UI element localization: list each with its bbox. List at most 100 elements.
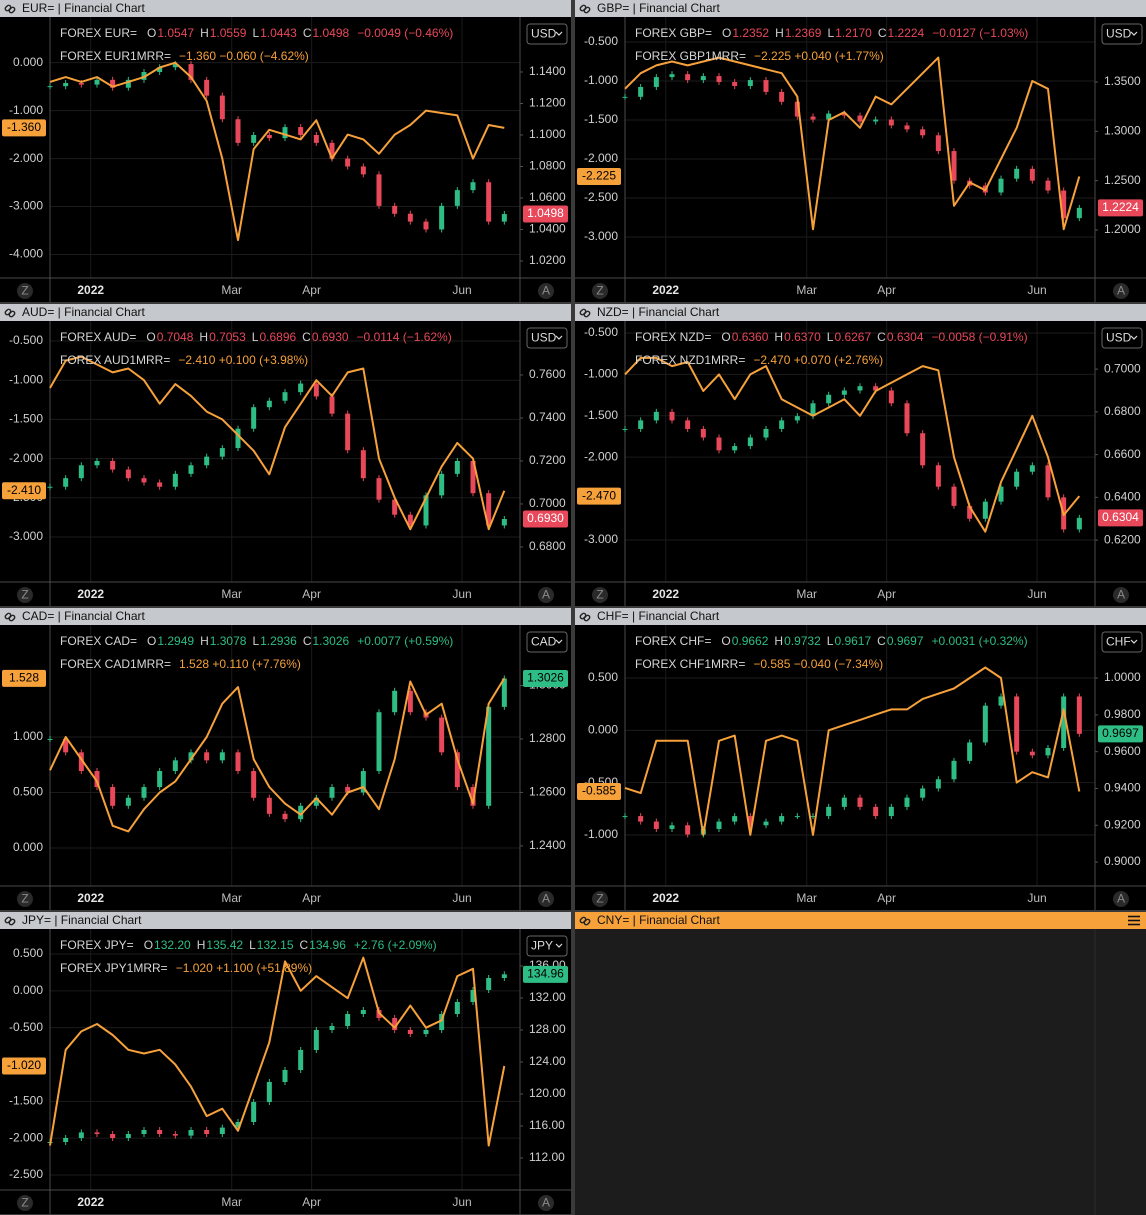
axis-button-label[interactable]: Z [596, 284, 603, 298]
axis-button-circle[interactable] [592, 587, 608, 603]
x-tick-label: Mar [796, 891, 817, 905]
currency-selector-label[interactable]: USD [531, 331, 557, 345]
axis-button-label[interactable]: A [1117, 588, 1125, 602]
currency-selector-box[interactable] [1101, 23, 1143, 45]
currency-selector-box[interactable] [526, 631, 568, 653]
candle-body [1076, 517, 1082, 530]
currency-selector-chevron[interactable] [1130, 335, 1138, 340]
axis-button-circle[interactable] [592, 283, 608, 299]
axis-button-circle[interactable] [17, 587, 33, 603]
axis-button-circle[interactable] [538, 891, 554, 907]
y2-tick-label: 128.00 [529, 1022, 566, 1036]
axis-button[interactable]: A [1113, 587, 1129, 603]
legend-line: FOREX NZD= O0.6360 H0.6370 L0.6267 C0.6304 −0… [635, 330, 1028, 344]
axis-button-label[interactable]: A [1117, 892, 1125, 906]
currency-selector-box[interactable] [526, 327, 568, 349]
axis-button-label[interactable]: Z [596, 892, 603, 906]
currency-selector[interactable]: USD [1101, 327, 1143, 349]
currency-selector-label[interactable]: JPY [531, 939, 553, 953]
axis-button-circle[interactable] [538, 1195, 554, 1211]
price-label-box [523, 965, 568, 983]
axis-button-circle[interactable] [17, 891, 33, 907]
axis-button-label[interactable]: A [542, 892, 550, 906]
currency-selector-chevron[interactable] [1130, 639, 1138, 644]
candle-body [282, 392, 288, 401]
axis-button-circle[interactable] [1113, 587, 1129, 603]
axis-button-circle[interactable] [592, 891, 608, 907]
axis-button[interactable]: Z [17, 283, 33, 299]
currency-selector[interactable]: CHF [1101, 631, 1143, 653]
axis-button-circle[interactable] [17, 1195, 33, 1211]
axis-button[interactable]: Z [592, 587, 608, 603]
currency-selector-box[interactable] [1101, 327, 1143, 349]
axis-button-label[interactable]: Z [21, 588, 28, 602]
currency-selector-chevron[interactable] [555, 31, 563, 36]
candle-body [873, 119, 879, 122]
currency-selector-box[interactable] [1101, 631, 1143, 653]
candle-body [1029, 465, 1035, 472]
currency-selector-chevron[interactable] [1130, 31, 1138, 36]
currency-selector[interactable]: USD [526, 23, 568, 45]
axis-button[interactable]: Z [592, 891, 608, 907]
y2-tick-label: 132.00 [529, 990, 566, 1004]
axis-button[interactable]: A [538, 891, 554, 907]
axis-button-label[interactable]: Z [21, 1196, 28, 1210]
y-tick-label: -1.000 [9, 372, 43, 386]
currency-selector-label[interactable]: CAD [531, 635, 557, 649]
axis-button-label[interactable]: Z [596, 588, 603, 602]
axis-button-circle[interactable] [538, 587, 554, 603]
axis-button[interactable]: Z [17, 1195, 33, 1211]
axis-button-label[interactable]: A [542, 284, 550, 298]
axis-button-label[interactable]: A [1117, 284, 1125, 298]
axis-button[interactable]: A [538, 283, 554, 299]
axis-button[interactable]: Z [17, 891, 33, 907]
axis-button[interactable]: Z [17, 587, 33, 603]
candle-body [235, 1122, 241, 1128]
candle-body [157, 67, 163, 72]
candle-body [920, 433, 926, 466]
axis-button[interactable]: Z [592, 283, 608, 299]
currency-selector-label[interactable]: CHF [1106, 635, 1131, 649]
axis-button[interactable]: A [1113, 283, 1129, 299]
candle-body [486, 182, 492, 222]
axis-button-label[interactable]: A [542, 1196, 550, 1210]
axis-button-circle[interactable] [1113, 283, 1129, 299]
currency-selector[interactable]: USD [1101, 23, 1143, 45]
axis-button[interactable]: A [538, 1195, 554, 1211]
axis-button-circle[interactable] [17, 283, 33, 299]
currency-selector-chevron[interactable] [555, 335, 563, 340]
candle-body [204, 752, 210, 761]
currency-selector-box[interactable] [526, 23, 568, 45]
rate-line [49, 355, 506, 531]
axis-button-circle[interactable] [538, 283, 554, 299]
currency-selector[interactable]: CAD [526, 631, 568, 653]
candle-body [376, 174, 382, 206]
currency-selector-label[interactable]: USD [1106, 331, 1132, 345]
axis-button[interactable]: A [538, 587, 554, 603]
link-icon-part [583, 614, 591, 622]
currency-selector-chevron[interactable] [555, 639, 563, 644]
currency-selector-label[interactable]: USD [1106, 27, 1132, 41]
axis-button-circle[interactable] [1113, 891, 1129, 907]
legend-stat-label: C [878, 26, 887, 40]
axis-button-label[interactable]: A [542, 588, 550, 602]
y-tick-label: 0.000 [13, 983, 43, 997]
link-icon-part [583, 6, 591, 14]
axis-button-label[interactable]: Z [21, 892, 28, 906]
currency-selector-chevron[interactable] [555, 943, 563, 948]
candle-body [998, 178, 1004, 193]
candle-body [360, 450, 366, 479]
candle-body [78, 465, 84, 479]
menu-button[interactable] [1128, 915, 1140, 926]
currency-selector-box[interactable] [526, 935, 568, 957]
candle-body [392, 499, 398, 515]
candle-body [622, 96, 628, 98]
axis-button[interactable]: A [1113, 891, 1129, 907]
currency-selector[interactable]: JPY [526, 935, 568, 957]
y-tick-label: -3.000 [584, 229, 618, 243]
axis-button-label[interactable]: Z [21, 284, 28, 298]
price-label-box [2, 482, 46, 500]
currency-selector[interactable]: USD [526, 327, 568, 349]
currency-selector-label[interactable]: USD [531, 27, 557, 41]
y-tick-label: -2.000 [584, 449, 618, 463]
